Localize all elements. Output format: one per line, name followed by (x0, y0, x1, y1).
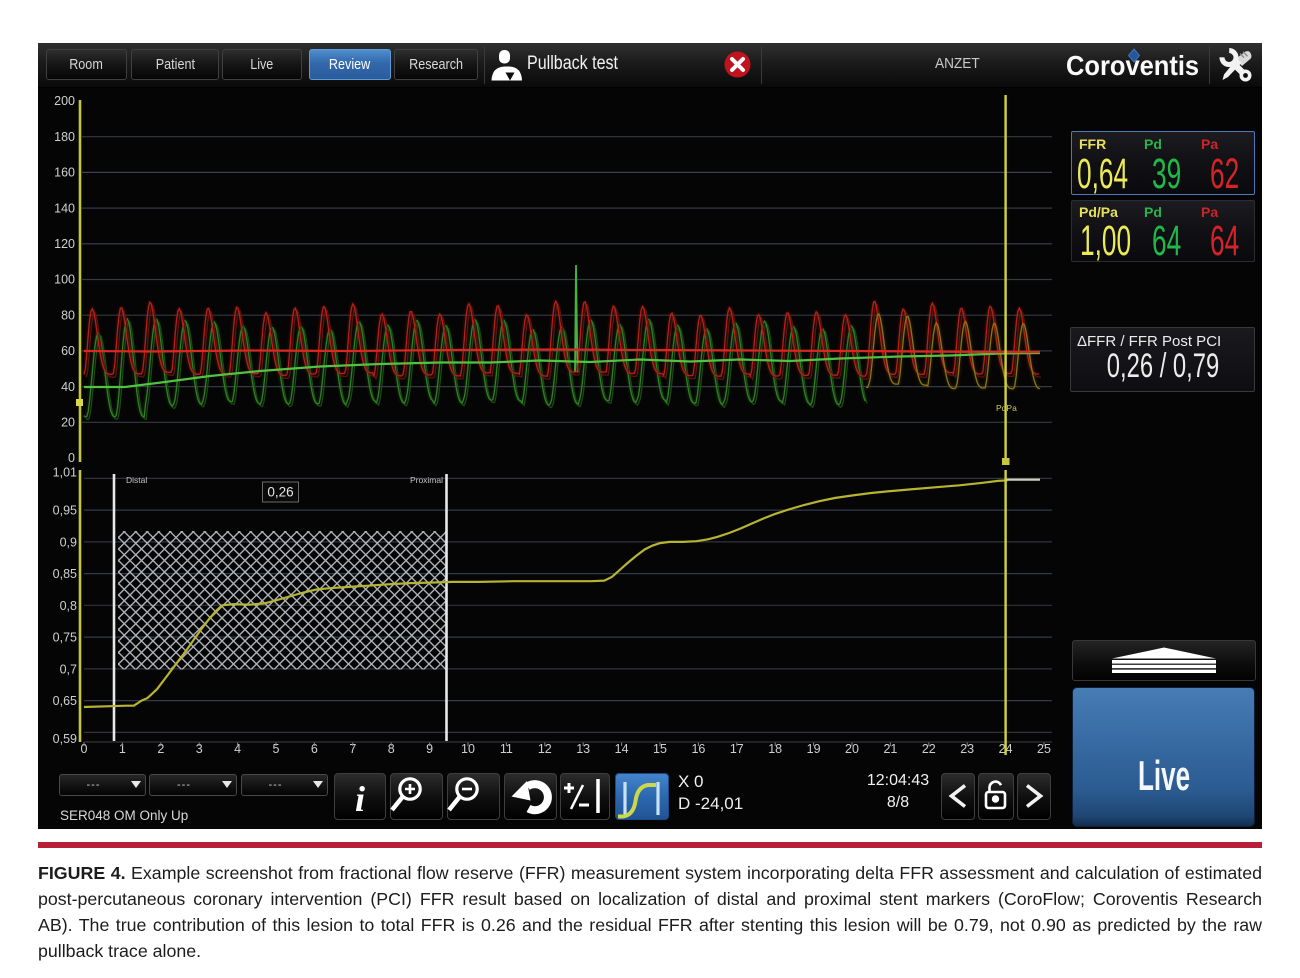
svg-text:12: 12 (538, 742, 552, 756)
svg-text:0,85: 0,85 (53, 567, 77, 581)
svg-text:11: 11 (500, 742, 513, 756)
svg-text:0,75: 0,75 (53, 631, 77, 645)
svg-text:Proximal: Proximal (410, 475, 443, 485)
svg-text:14: 14 (615, 742, 629, 756)
svg-text:Distal: Distal (126, 475, 147, 485)
svg-text:0: 0 (81, 742, 88, 756)
svg-text:9: 9 (426, 742, 433, 756)
svg-text:20: 20 (61, 416, 75, 430)
svg-text:20: 20 (845, 742, 859, 756)
svg-text:0,65: 0,65 (53, 694, 77, 708)
svg-text:25: 25 (1037, 742, 1051, 756)
svg-text:15: 15 (653, 742, 667, 756)
svg-text:13: 13 (576, 742, 590, 756)
svg-text:19: 19 (807, 742, 821, 756)
svg-text:0,59: 0,59 (53, 732, 77, 746)
svg-text:0,26: 0,26 (267, 485, 293, 500)
svg-text:8: 8 (388, 742, 395, 756)
svg-text:6: 6 (311, 742, 318, 756)
svg-text:1: 1 (119, 742, 126, 756)
svg-text:18: 18 (768, 742, 782, 756)
svg-text:60: 60 (61, 344, 75, 358)
svg-text:16: 16 (691, 742, 705, 756)
svg-text:0,9: 0,9 (60, 535, 77, 549)
svg-text:1,01: 1,01 (53, 466, 77, 480)
svg-text:100: 100 (54, 273, 75, 287)
svg-text:0,7: 0,7 (60, 662, 77, 676)
svg-text:120: 120 (54, 237, 75, 251)
svg-text:PdPa: PdPa (996, 403, 1017, 413)
svg-text:180: 180 (54, 130, 75, 144)
svg-text:160: 160 (54, 166, 75, 180)
svg-text:21: 21 (883, 742, 897, 756)
svg-text:200: 200 (54, 94, 75, 108)
svg-text:0,95: 0,95 (53, 504, 77, 518)
svg-text:23: 23 (960, 742, 974, 756)
svg-text:17: 17 (730, 742, 744, 756)
svg-text:0,8: 0,8 (60, 599, 77, 613)
svg-text:0: 0 (68, 451, 75, 465)
svg-text:10: 10 (461, 742, 475, 756)
svg-text:7: 7 (349, 742, 356, 756)
svg-text:80: 80 (61, 308, 75, 322)
svg-text:2: 2 (157, 742, 164, 756)
svg-text:140: 140 (54, 201, 75, 215)
svg-text:i: i (355, 779, 365, 819)
svg-text:40: 40 (61, 380, 75, 394)
svg-text:4: 4 (234, 742, 241, 756)
svg-text:22: 22 (922, 742, 936, 756)
svg-text:3: 3 (196, 742, 203, 756)
svg-text:5: 5 (273, 742, 280, 756)
